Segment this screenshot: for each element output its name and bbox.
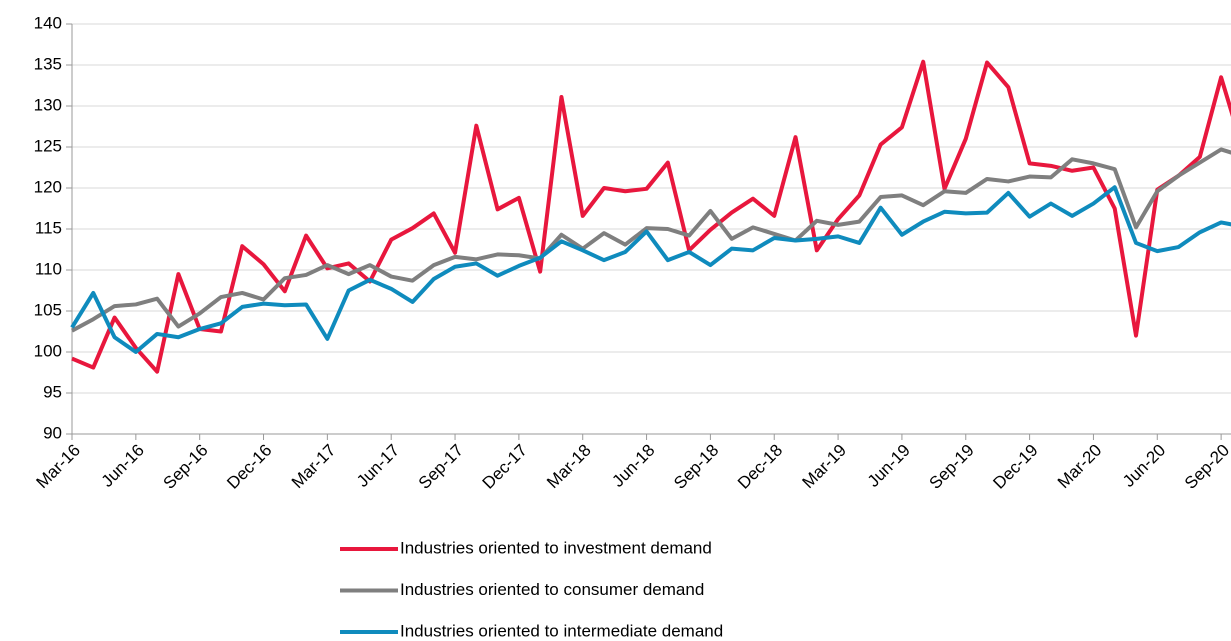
x-tick-label: Mar-16 (32, 441, 84, 493)
x-tick-label: Mar-20 (1054, 441, 1106, 493)
series-line (70, 185, 1231, 354)
x-tick-label: Mar-19 (799, 441, 851, 493)
x-tick-label: Sep-18 (670, 441, 722, 493)
x-tick-label: Jun-18 (608, 441, 658, 491)
legend-label: Industries oriented to investment demand (400, 538, 712, 557)
y-tick-label: 95 (43, 382, 62, 401)
y-tick-label: 130 (34, 95, 62, 114)
x-tick-label: Dec-16 (223, 441, 275, 493)
x-tick-label: Sep-19 (926, 441, 978, 493)
y-tick-label: 115 (35, 218, 62, 237)
y-tick-label: 90 (43, 423, 62, 442)
y-tick-label: 105 (34, 300, 62, 319)
plot-area (70, 59, 1231, 374)
y-tick-label: 135 (34, 54, 62, 73)
x-tick-label: Dec-17 (479, 441, 531, 493)
y-tick-label: 140 (34, 13, 62, 32)
y-tick-label: 120 (34, 177, 62, 196)
x-tick-label: Jun-17 (353, 441, 403, 491)
y-tick-label: 110 (35, 259, 62, 278)
x-tick-label: Sep-20 (1181, 441, 1231, 493)
x-tick-label: Jun-19 (864, 441, 914, 491)
x-tick-label: Dec-18 (734, 441, 786, 493)
y-tick-label: 100 (34, 341, 62, 360)
x-tick-label: Dec-19 (989, 441, 1041, 493)
series-line (71, 59, 1231, 374)
x-tick-label: Sep-17 (415, 441, 467, 493)
legend-label: Industries oriented to intermediate dema… (400, 621, 723, 640)
x-tick-label: Jun-20 (1119, 441, 1169, 491)
x-tick-label: Mar-17 (288, 441, 340, 493)
y-tick-label: 125 (34, 136, 62, 155)
x-tick-label: Mar-18 (543, 441, 595, 493)
x-tick-label: Jun-16 (98, 441, 148, 491)
x-tick-label: Sep-16 (159, 441, 211, 493)
series-line (71, 147, 1231, 333)
legend-label: Industries oriented to consumer demand (400, 580, 704, 599)
